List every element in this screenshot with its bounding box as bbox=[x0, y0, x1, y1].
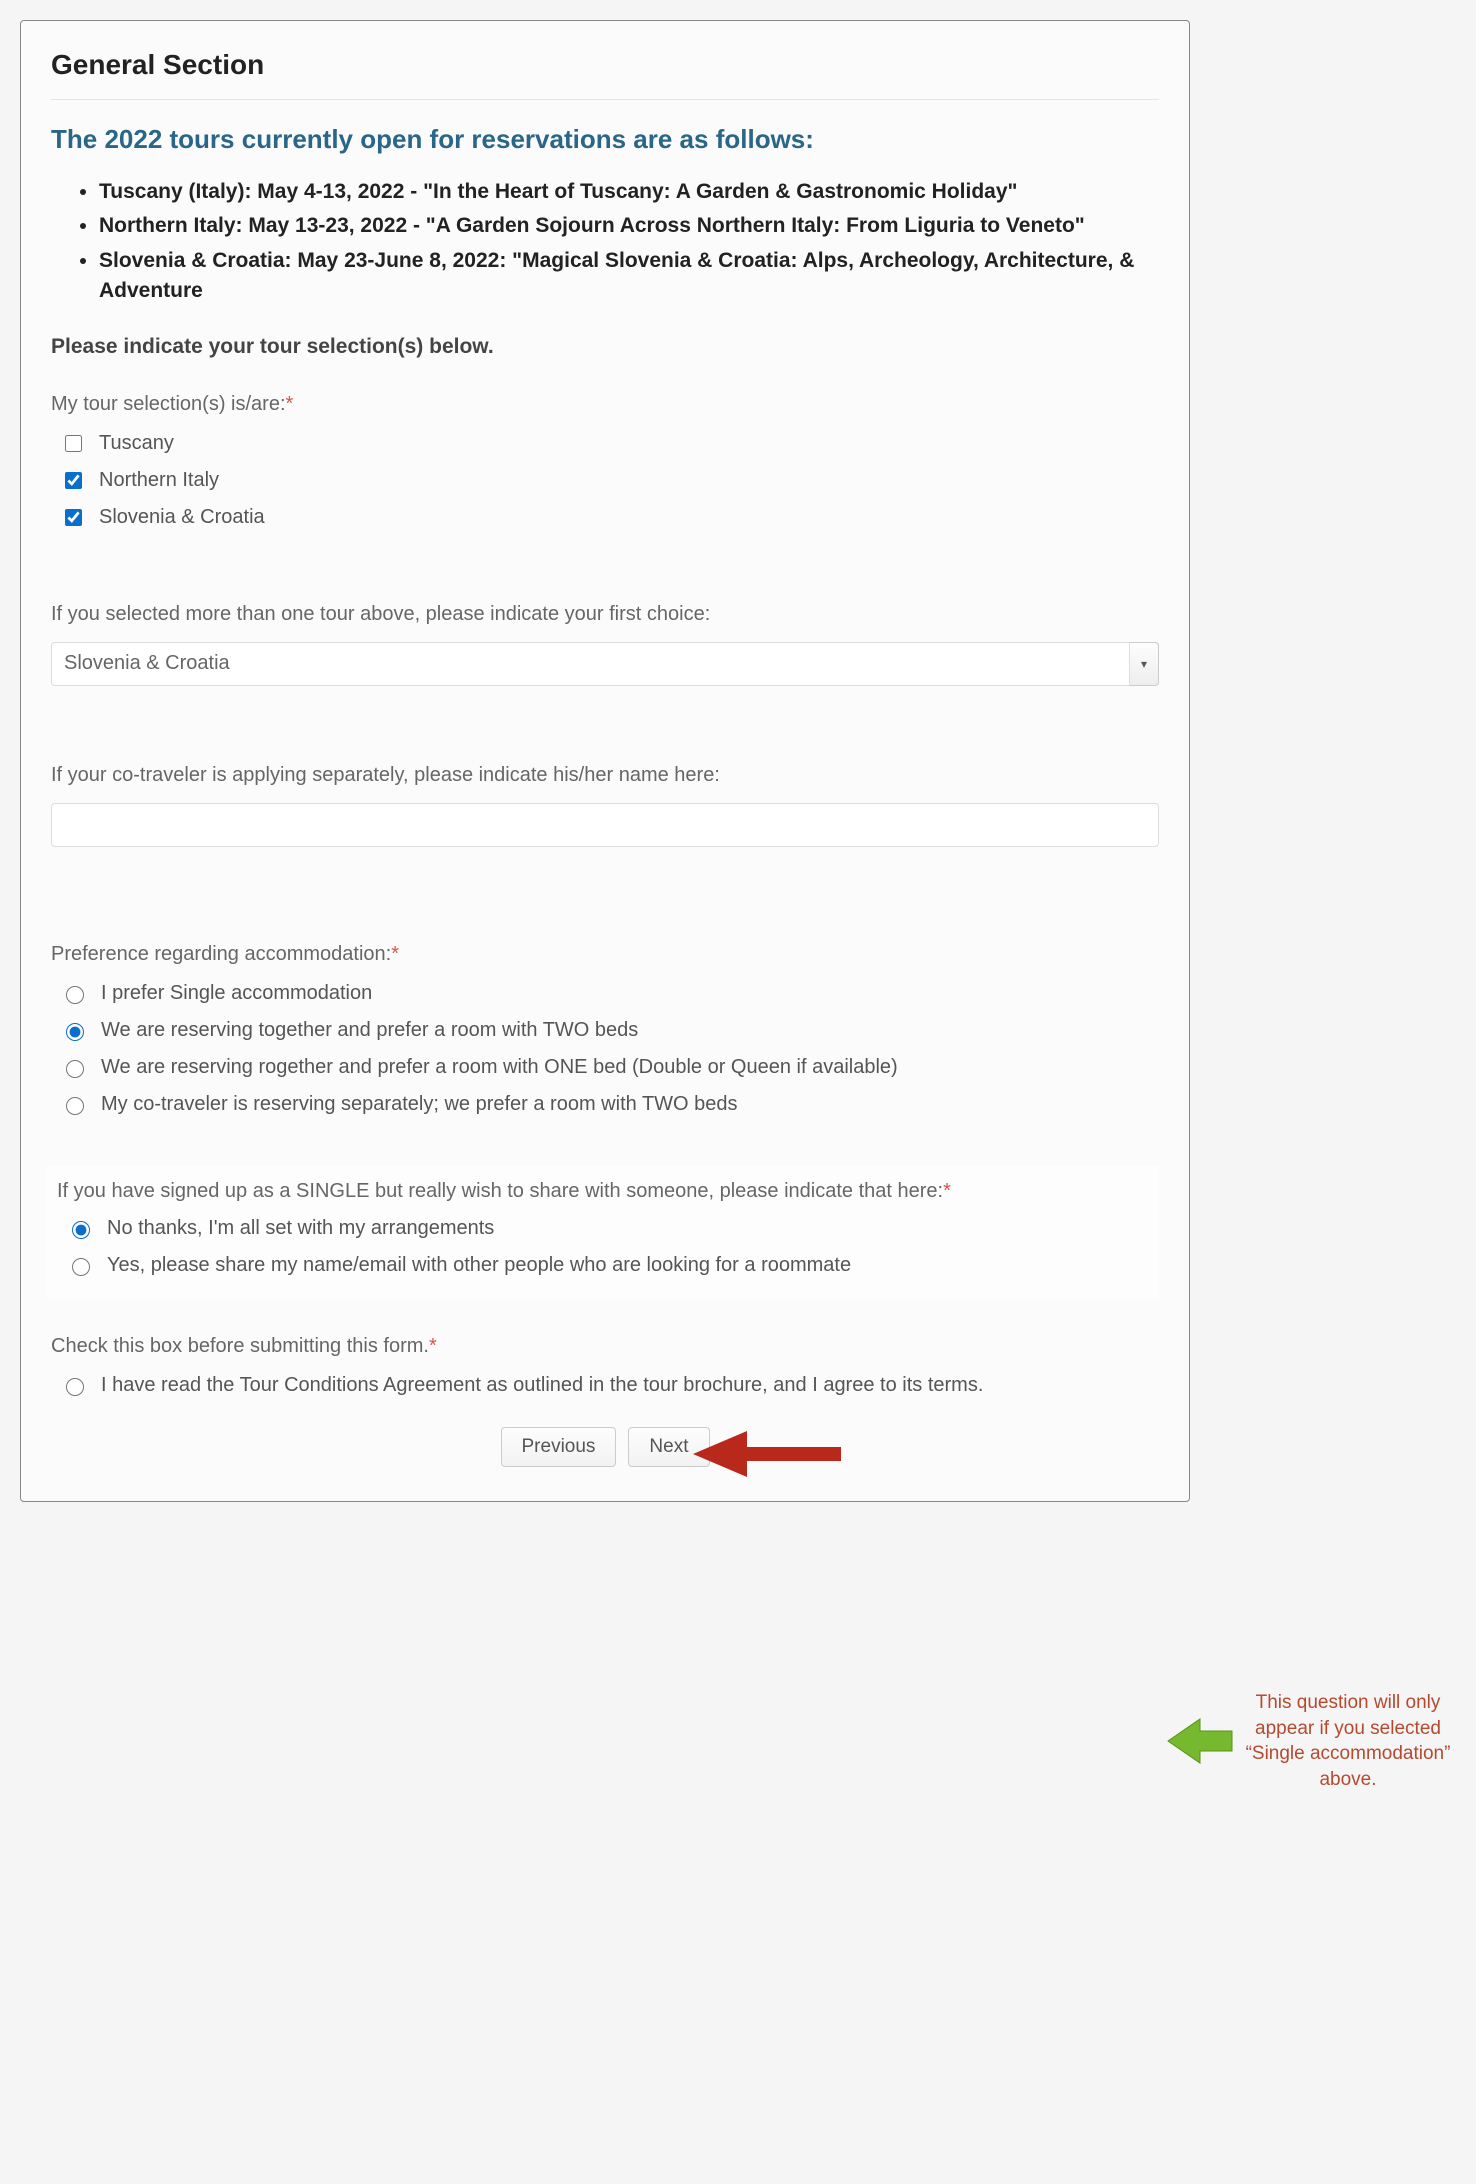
choice-label: We are reserving rogether and prefer a r… bbox=[101, 1056, 898, 1079]
radio-accom-one-bed[interactable] bbox=[66, 1060, 84, 1078]
choice-label: No thanks, I'm all set with my arrangeme… bbox=[107, 1217, 494, 1240]
choice-label: My co-traveler is reserving separately; … bbox=[101, 1093, 738, 1116]
radio-accom-two-beds[interactable] bbox=[66, 1023, 84, 1041]
radio-share-no[interactable] bbox=[72, 1221, 90, 1239]
tour-item: Slovenia & Croatia: May 23-June 8, 2022:… bbox=[99, 246, 1159, 307]
tours-list: Tuscany (Italy): May 4-13, 2022 - "In th… bbox=[51, 177, 1159, 307]
required-mark: * bbox=[429, 1335, 437, 1357]
required-mark: * bbox=[391, 943, 399, 965]
single-share-block: If you have signed up as a SINGLE but re… bbox=[47, 1166, 1159, 1299]
required-mark: * bbox=[943, 1180, 951, 1202]
single-share-choices: No thanks, I'm all set with my arrangeme… bbox=[67, 1217, 1149, 1277]
choice-slovenia-croatia: Slovenia & Croatia bbox=[61, 506, 1159, 529]
form-card: General Section The 2022 tours currently… bbox=[20, 20, 1190, 1502]
please-indicate: Please indicate your tour selection(s) b… bbox=[51, 335, 1159, 359]
choice-northern-italy: Northern Italy bbox=[61, 469, 1159, 492]
choice-label: Slovenia & Croatia bbox=[99, 506, 265, 529]
checkbox-northern-italy[interactable] bbox=[65, 472, 82, 489]
tours-heading: The 2022 tours currently open for reserv… bbox=[51, 124, 1159, 155]
checkbox-slovenia-croatia[interactable] bbox=[65, 509, 82, 526]
section-title: General Section bbox=[51, 49, 1159, 81]
first-choice-label: If you selected more than one tour above… bbox=[51, 603, 1159, 626]
choice-label: Northern Italy bbox=[99, 469, 219, 492]
single-share-label: If you have signed up as a SINGLE but re… bbox=[57, 1180, 1149, 1203]
choice-label: I prefer Single accommodation bbox=[101, 982, 372, 1005]
button-row: Previous Next bbox=[51, 1427, 1159, 1467]
choice-label: Tuscany bbox=[99, 432, 174, 455]
cotraveler-label: If your co-traveler is applying separate… bbox=[51, 764, 1159, 787]
required-mark: * bbox=[286, 393, 294, 415]
radio-share-yes[interactable] bbox=[72, 1258, 90, 1276]
choice-tuscany: Tuscany bbox=[61, 432, 1159, 455]
first-choice-select[interactable]: Slovenia & Croatia ▾ bbox=[51, 642, 1159, 686]
choice-label: We are reserving together and prefer a r… bbox=[101, 1019, 638, 1042]
previous-button[interactable]: Previous bbox=[501, 1427, 617, 1467]
divider bbox=[51, 99, 1159, 100]
checkbox-tuscany[interactable] bbox=[65, 435, 82, 452]
next-button[interactable]: Next bbox=[628, 1427, 709, 1467]
green-arrow-icon bbox=[1166, 1715, 1234, 1767]
accommodation-choices: I prefer Single accommodation We are res… bbox=[61, 982, 1159, 1116]
choice-label: Yes, please share my name/email with oth… bbox=[107, 1254, 851, 1277]
agree-label: Check this box before submitting this fo… bbox=[51, 1335, 1159, 1358]
tour-item: Tuscany (Italy): May 4-13, 2022 - "In th… bbox=[99, 177, 1159, 207]
annotation-callout: This question will only appear if you se… bbox=[1166, 1690, 1456, 1793]
tour-selection-label: My tour selection(s) is/are:* bbox=[51, 393, 1159, 416]
annotation-text: This question will only appear if you se… bbox=[1240, 1690, 1456, 1793]
accommodation-label: Preference regarding accommodation:* bbox=[51, 943, 1159, 966]
red-arrow-annotation bbox=[691, 1429, 841, 1483]
agree-choices: I have read the Tour Conditions Agreemen… bbox=[61, 1374, 1159, 1397]
select-value: Slovenia & Croatia bbox=[51, 642, 1159, 686]
radio-accom-separate[interactable] bbox=[66, 1097, 84, 1115]
tour-item: Northern Italy: May 13-23, 2022 - "A Gar… bbox=[99, 211, 1159, 241]
radio-accom-single[interactable] bbox=[66, 986, 84, 1004]
choice-label: I have read the Tour Conditions Agreemen… bbox=[101, 1374, 983, 1397]
cotraveler-input[interactable] bbox=[51, 803, 1159, 847]
radio-agree[interactable] bbox=[66, 1378, 84, 1396]
tour-selection-choices: Tuscany Northern Italy Slovenia & Croati… bbox=[61, 432, 1159, 529]
